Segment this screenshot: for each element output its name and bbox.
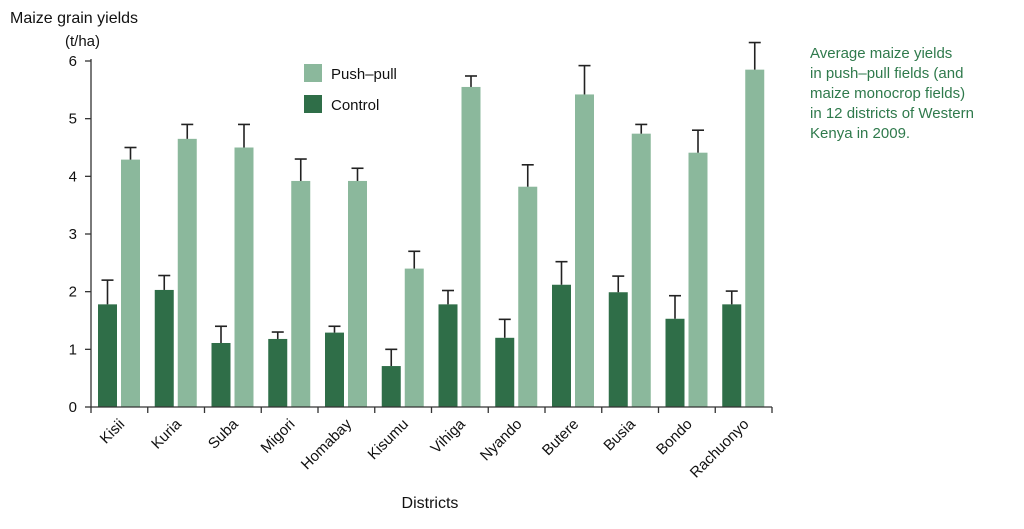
push-pull-bar (234, 147, 254, 407)
control-bar (154, 289, 174, 407)
x-tick-label: Bondo (653, 416, 696, 459)
y-tick-label: 3 (69, 226, 77, 243)
control-bar (722, 304, 742, 407)
x-tick-label: Kuria (148, 415, 185, 452)
legend: Push–pull Control (304, 64, 397, 114)
control-bar (438, 304, 458, 407)
push-pull-bar (575, 94, 594, 408)
x-tick-label: Nyando (477, 416, 526, 465)
push-pull-bar (688, 152, 708, 407)
y-tick-label: 2 (69, 284, 77, 301)
x-tick-label: Migori (258, 416, 299, 457)
push-pull-bar (404, 268, 424, 407)
push-pull-bar (291, 180, 311, 407)
y-tick-label: 0 (69, 399, 77, 416)
legend-label-push-pull: Push–pull (331, 66, 397, 83)
x-tick-label: Rachuonyo (687, 416, 753, 482)
control-bar (325, 332, 344, 407)
caption-line: in push–pull fields (and (810, 65, 964, 82)
x-tick-label: Kisumu (365, 416, 412, 463)
caption-line: Average maize yields (810, 45, 953, 62)
x-tick-label: Suba (205, 415, 242, 452)
y-axis-title: Maize grain yields (10, 10, 138, 27)
push-pull-bar (348, 180, 367, 407)
push-pull-bar (461, 86, 481, 407)
y-tick-label: 5 (69, 111, 77, 128)
control-bar (268, 338, 288, 407)
caption-line: maize monocrop fields) (810, 85, 966, 102)
control-bar (665, 318, 685, 407)
push-pull-bar (121, 159, 140, 407)
x-tick-label: Vihiga (427, 415, 469, 457)
push-pull-bar (518, 186, 538, 407)
x-tick-label: Homabay (298, 415, 356, 473)
legend-swatch-control (304, 95, 322, 113)
y-tick-label: 1 (69, 341, 77, 358)
push-pull-bar (631, 133, 651, 407)
bars-group (98, 41, 765, 408)
control-bar (608, 292, 628, 407)
y-tick-label: 6 (69, 53, 77, 70)
push-pull-bar (177, 138, 197, 407)
control-bar (211, 342, 231, 407)
caption-line: Kenya in 2009. (810, 125, 911, 142)
y-tick-label: 4 (69, 168, 77, 185)
figure-caption: Average maize yields in push–pull fields… (810, 44, 1020, 144)
push-pull-bar (745, 69, 765, 408)
maize-yield-chart: 0 1 2 3 4 5 6 Kisii Kuria Suba Migori Homabay Kisum… (10, 10, 773, 512)
control-bar (381, 366, 401, 407)
x-axis: Kisii Kuria Suba Migori Homabay Kisumu Vihiga N… (90, 406, 773, 482)
caption-line: in 12 districts of Western (810, 105, 974, 122)
x-tick-label: Busia (600, 415, 639, 454)
control-bar (98, 304, 117, 407)
control-bar (552, 284, 571, 407)
legend-swatch-push-pull (304, 64, 322, 82)
x-tick-label: Butere (539, 416, 582, 459)
y-axis: 0 1 2 3 4 5 6 (69, 53, 92, 416)
x-tick-label: Kisii (97, 416, 128, 447)
y-axis-unit: (t/ha) (65, 33, 100, 50)
legend-label-control: Control (331, 97, 379, 114)
control-bar (495, 337, 515, 407)
x-axis-title: Districts (402, 495, 459, 512)
